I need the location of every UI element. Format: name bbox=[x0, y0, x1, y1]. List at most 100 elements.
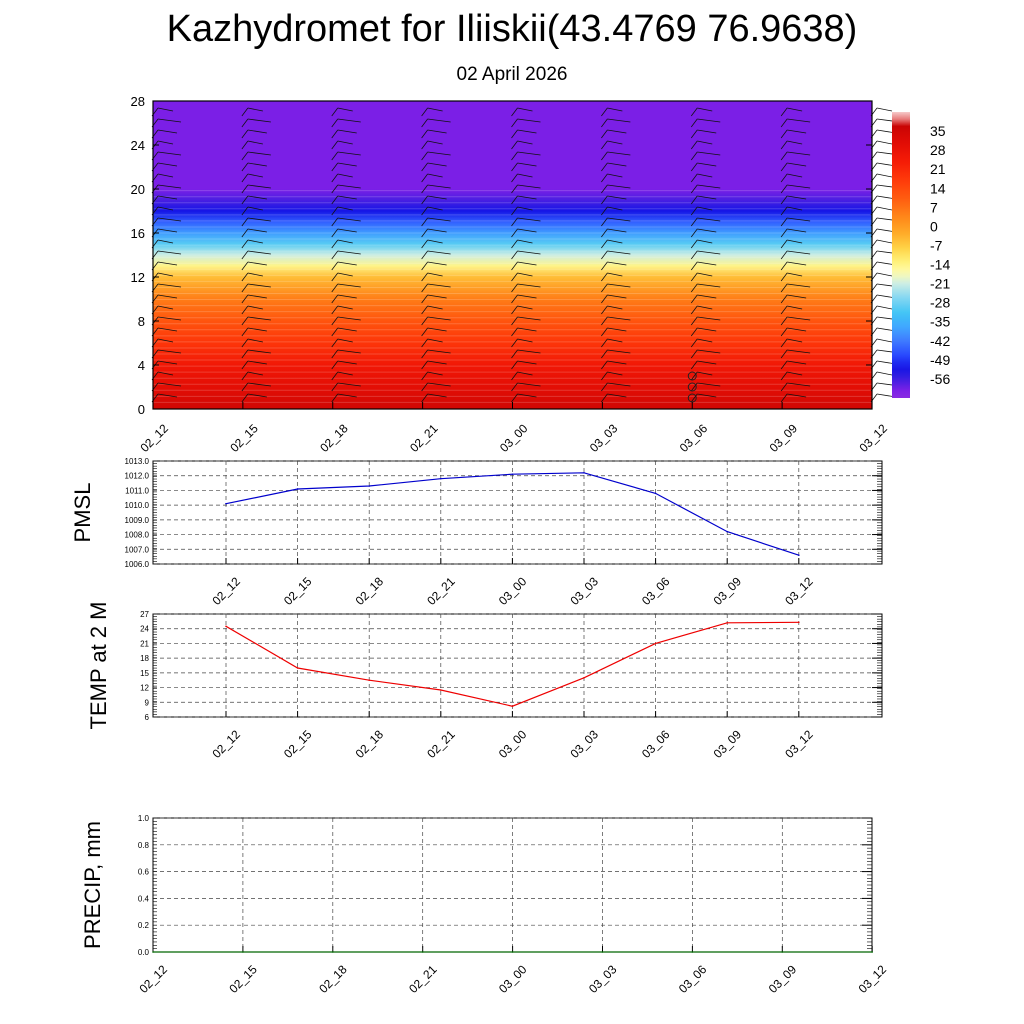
wind-barb-feather bbox=[427, 338, 443, 343]
data-point bbox=[726, 530, 728, 533]
wind-barb-feather bbox=[517, 382, 541, 387]
wind-barb-shaft bbox=[241, 228, 249, 238]
wind-barb-feather bbox=[157, 129, 178, 134]
wind-barb-feather bbox=[157, 195, 178, 200]
wind-barb-feather bbox=[337, 162, 357, 167]
x-tick-label: 02_15 bbox=[227, 421, 261, 455]
x-tick-label: 03_00 bbox=[496, 727, 530, 761]
wind-barb-shaft bbox=[780, 151, 788, 161]
wind-barb-feather bbox=[787, 107, 803, 112]
wind-barb-shaft bbox=[601, 250, 608, 260]
data-point bbox=[726, 622, 728, 624]
wind-barb-shaft bbox=[511, 107, 518, 117]
wind-barb-feather bbox=[337, 118, 361, 123]
wind-barb-feather bbox=[337, 305, 353, 310]
colorbar-label: -56 bbox=[930, 371, 950, 387]
data-point bbox=[440, 477, 442, 480]
wind-barb-feather bbox=[157, 173, 174, 178]
wind-barb-feather bbox=[697, 360, 717, 365]
wind-barb-feather bbox=[697, 294, 717, 299]
y-tick-label: 0.6 bbox=[138, 868, 150, 877]
wind-barb-shaft bbox=[421, 151, 428, 161]
wind-barb-shaft bbox=[511, 184, 518, 194]
x-tick-label: 02_12 bbox=[137, 421, 171, 455]
wind-barb-feather bbox=[697, 283, 721, 288]
wind-barb-feather bbox=[607, 107, 623, 112]
data-point bbox=[296, 667, 299, 669]
wind-barb-shaft bbox=[780, 129, 788, 139]
wind-barb-shaft bbox=[690, 338, 698, 348]
y-tick-label: 1012.0 bbox=[125, 472, 150, 481]
wind-barb-shaft bbox=[511, 140, 518, 150]
wind-barb-shaft bbox=[331, 327, 339, 337]
wind-barb-feather bbox=[787, 382, 811, 387]
wind-barb-shaft bbox=[601, 283, 608, 293]
wind-barb-feather bbox=[247, 184, 271, 189]
y-tick-label: 0 bbox=[138, 402, 145, 417]
wind-barb-feather bbox=[607, 283, 631, 288]
wind-barb-shaft bbox=[511, 371, 518, 381]
temperature-field bbox=[153, 101, 872, 409]
wind-barb-shaft bbox=[421, 283, 428, 293]
y-tick-label: 9 bbox=[145, 698, 150, 707]
wind-barb-shaft bbox=[601, 162, 608, 172]
wind-barb-shaft bbox=[780, 283, 788, 293]
wind-barb-shaft bbox=[331, 294, 339, 304]
data-point bbox=[798, 621, 800, 624]
wind-barb-shaft bbox=[690, 393, 698, 403]
wind-barb-shaft bbox=[421, 261, 428, 271]
wind-barb-feather bbox=[337, 371, 353, 376]
data-point bbox=[440, 689, 442, 691]
wind-barb-feather bbox=[787, 195, 807, 200]
wind-barb-feather bbox=[427, 184, 451, 189]
wind-barb-shaft bbox=[690, 151, 698, 161]
wind-barb-shaft bbox=[421, 206, 428, 216]
wind-barb-shaft bbox=[331, 393, 339, 403]
wind-barb-shaft bbox=[780, 239, 788, 249]
wind-barb-shaft bbox=[241, 283, 249, 293]
wind-barb-feather bbox=[876, 140, 893, 145]
wind-barb-feather bbox=[697, 338, 713, 343]
wind-barb-feather bbox=[607, 173, 623, 178]
wind-barb-feather bbox=[427, 393, 447, 398]
wind-barb-shaft bbox=[241, 151, 249, 161]
colorbar-label: -42 bbox=[930, 333, 950, 349]
x-tick-label: 03_09 bbox=[766, 962, 800, 996]
colorbar-label: -21 bbox=[930, 276, 950, 292]
wind-barb-feather bbox=[517, 217, 541, 222]
wind-barb-feather bbox=[787, 393, 807, 398]
colorbar: 35 28 21 14 7 0 -7 -14 -21 -28 -35 -42 -49 -56 bbox=[892, 112, 950, 398]
wind-barb-feather bbox=[157, 239, 174, 244]
wind-barb-shaft bbox=[241, 294, 249, 304]
wind-barb-feather bbox=[247, 250, 271, 255]
y-tick-label: 4 bbox=[138, 358, 145, 373]
wind-barb-shaft bbox=[421, 228, 428, 238]
wind-barb-feather bbox=[247, 140, 263, 145]
wind-barb-feather bbox=[787, 294, 807, 299]
wind-barb-shaft bbox=[780, 217, 788, 227]
wind-barb-feather bbox=[337, 261, 357, 266]
wind-barb-feather bbox=[427, 140, 443, 145]
wind-barb-feather bbox=[787, 239, 803, 244]
wind-barb-feather bbox=[517, 393, 537, 398]
wind-barb-feather bbox=[247, 173, 263, 178]
wind-barb-feather bbox=[517, 107, 533, 112]
wind-barb-shaft bbox=[511, 206, 518, 216]
wind-barb-feather bbox=[607, 151, 631, 156]
wind-barb-shaft bbox=[601, 140, 608, 150]
wind-barb-shaft bbox=[421, 173, 428, 183]
wind-barb-shaft bbox=[690, 129, 698, 139]
wind-barb-shaft bbox=[331, 349, 339, 359]
colorbar-label: -28 bbox=[930, 295, 950, 311]
wind-barb-feather bbox=[787, 162, 807, 167]
wind-barb-feather bbox=[876, 206, 893, 211]
y-tick-label: 1013.0 bbox=[125, 457, 150, 466]
wind-barb-feather bbox=[607, 316, 631, 321]
wind-barb-shaft bbox=[331, 228, 339, 238]
x-tick-label: 03_06 bbox=[676, 962, 710, 996]
wind-barb-feather bbox=[697, 107, 713, 112]
wind-barb-feather bbox=[247, 206, 263, 211]
x-tick-label: 02_18 bbox=[353, 574, 387, 608]
y-tick-label: 28 bbox=[131, 94, 145, 109]
wind-barb-feather bbox=[876, 239, 893, 244]
